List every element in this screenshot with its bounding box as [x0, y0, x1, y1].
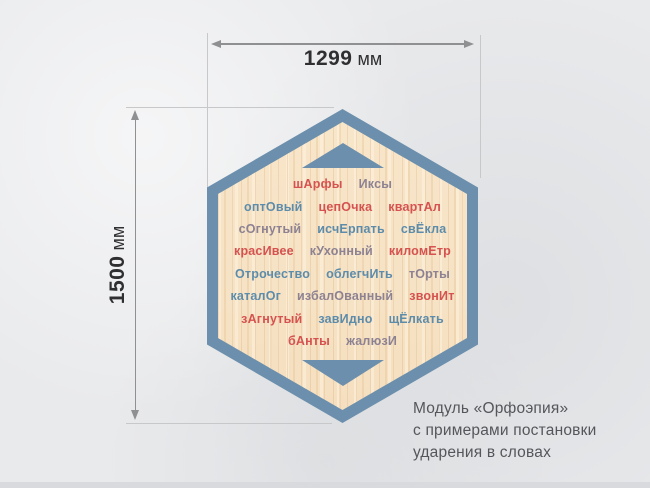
word-row: шАрфы Иксы — [207, 173, 478, 195]
word-rows: шАрфы Иксы оптОвый цепОчка квартАл сОгнутый ис… — [207, 173, 478, 352]
witness-line-top — [126, 107, 334, 108]
witness-line-left — [207, 33, 208, 190]
witness-line-bottom — [126, 423, 332, 424]
stress-word: бАнты — [287, 333, 331, 348]
arrow-left-icon — [211, 39, 221, 48]
height-dimension-line — [134, 119, 136, 411]
height-unit: мм — [108, 225, 128, 251]
stress-word: зАгнутый — [241, 311, 303, 326]
stress-word: квартАл — [388, 199, 441, 214]
height-value: 1500 — [106, 255, 129, 305]
stress-word: сОгнутый — [238, 221, 302, 236]
word-row: красИвее кУхонный киломЕтр — [207, 240, 478, 262]
stress-word: цепОчка — [318, 199, 373, 214]
module-hexagon: шАрфы Иксы оптОвый цепОчка квартАл сОгнутый ис… — [207, 109, 478, 423]
triangle-down-icon — [301, 360, 384, 386]
triangle-up-icon — [301, 143, 384, 168]
word-row: зАгнутый завИдно щЁлкать — [207, 307, 478, 329]
stress-word: шАрфы — [292, 177, 343, 192]
arrow-right-icon — [464, 39, 474, 48]
caption-line-3: ударения в словах — [413, 444, 552, 461]
stress-word: каталОг — [230, 289, 282, 304]
width-unit: мм — [357, 49, 383, 69]
stress-word: избалОванный — [297, 289, 394, 304]
caption-line-2: с примерами постановки — [413, 422, 597, 439]
stress-word: кУхонный — [309, 244, 373, 259]
stress-word: звонИт — [409, 289, 455, 304]
stress-word: Отрочество — [234, 266, 311, 281]
stress-word: красИвее — [233, 244, 294, 259]
word-row: сОгнутый исчЕрпать свЁкла — [207, 218, 478, 240]
stress-word: киломЕтр — [388, 244, 451, 259]
width-dimension-line — [220, 43, 466, 45]
stress-word: исчЕрпать — [317, 221, 385, 236]
stress-word: оптОвый — [244, 199, 303, 214]
stress-word: Иксы — [358, 177, 393, 192]
word-row: Отрочество облегчИть тОрты — [207, 263, 478, 285]
stress-word: жалюзИ — [346, 333, 398, 348]
word-row: оптОвый цепОчка квартАл — [207, 195, 478, 217]
stress-word: завИдно — [318, 311, 373, 326]
arrow-down-icon — [130, 410, 139, 420]
caption-line-1: Модуль «Орфоэпия» — [413, 400, 569, 417]
word-row: бАнты жалюзИ — [207, 330, 478, 352]
arrow-up-icon — [130, 110, 139, 120]
witness-line-right — [480, 35, 481, 178]
stress-word: облегчИть — [326, 266, 393, 281]
stress-word: свЁкла — [400, 221, 447, 236]
stress-word: щЁлкать — [388, 311, 444, 326]
floor-strip — [0, 482, 650, 488]
word-row: каталОг избалОванный звонИт — [207, 285, 478, 307]
height-dimension-label: 1500 мм — [106, 175, 132, 355]
width-dimension-label: 1299 мм — [212, 47, 474, 71]
width-value: 1299 — [303, 47, 353, 70]
stress-word: тОрты — [408, 266, 451, 281]
caption: Модуль «Орфоэпия» с примерами постановки… — [413, 398, 596, 464]
